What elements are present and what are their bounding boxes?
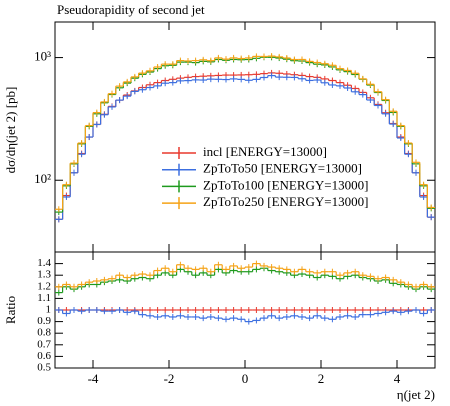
y-tick-label: 10³: [34, 49, 51, 64]
x-tick-label: -4: [88, 371, 99, 386]
legend-label: incl [ENERGY=13000]: [203, 144, 327, 159]
y-tick-label: 1.2: [37, 280, 51, 292]
x-tick-label: 2: [318, 371, 325, 386]
y-tick-label: 0.9: [37, 315, 51, 327]
y-tick-label: 0.8: [37, 327, 51, 339]
y-tick-label: 0.6: [37, 350, 51, 362]
chart-title: Pseudorapidity of second jet: [57, 2, 205, 17]
legend-label: ZpToTo100 [ENERGY=13000]: [203, 177, 368, 192]
y-tick-label: 1.4: [37, 257, 51, 269]
y-tick-label: 1: [46, 304, 52, 316]
x-axis-label: η(jet 2): [397, 387, 435, 402]
legend-label: ZpToTo50 [ENERGY=13000]: [203, 161, 362, 176]
plot-frame: [54, 21, 436, 253]
legend-label: ZpToTo250 [ENERGY=13000]: [203, 194, 368, 209]
x-tick-label: 0: [242, 371, 249, 386]
y-tick-label: 1.3: [37, 269, 51, 281]
x-tick-label: -2: [164, 371, 175, 386]
y-tick-label: 0.7: [37, 338, 51, 350]
x-tick-label: 4: [394, 371, 401, 386]
y-tick-label: 0.5: [37, 362, 51, 374]
y-tick-label: 1.1: [37, 292, 51, 304]
y-tick-label: 10²: [34, 171, 51, 186]
ratio-axis-label: Ratio: [3, 296, 18, 324]
y-axis-label: dσ/dη(jet 2) [pb]: [3, 87, 18, 174]
